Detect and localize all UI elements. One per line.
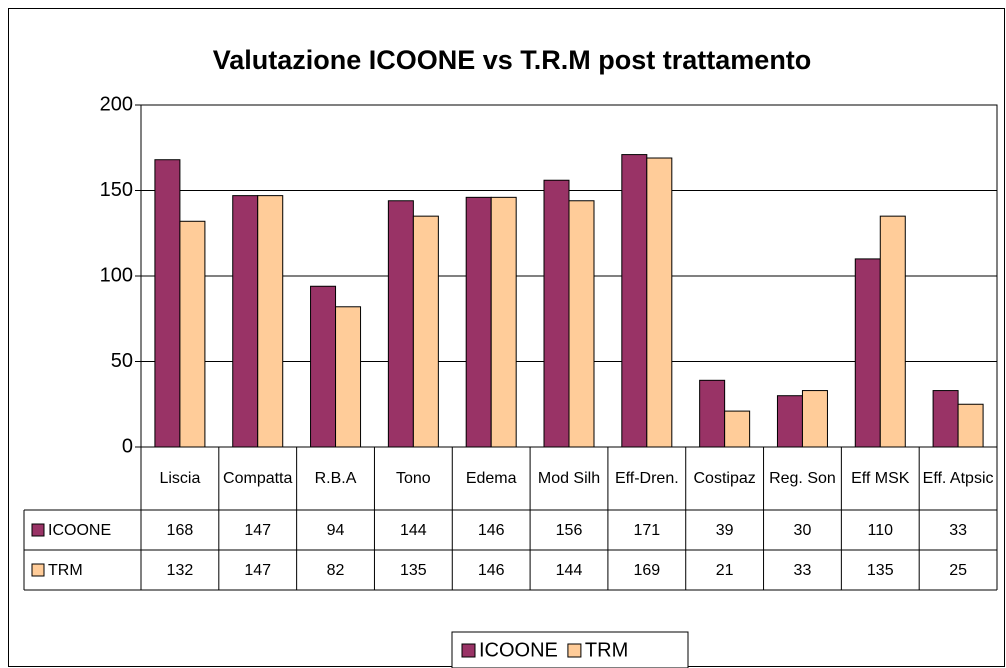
table-value: 147 (244, 522, 271, 539)
bar (854, 258, 881, 448)
table-value: 156 (556, 522, 583, 539)
bar (879, 215, 906, 448)
table-value: 169 (633, 562, 660, 579)
legend-label: ICOONE (479, 639, 558, 661)
table-value: 94 (327, 522, 345, 539)
bar (232, 195, 259, 448)
table-value: 33 (949, 522, 967, 539)
x-tick-label-box: Mod Silh (537, 469, 601, 487)
bar (724, 410, 751, 448)
bar (465, 196, 492, 448)
x-tick-label-box: R.B.A (314, 469, 357, 487)
table-legend-swatch (31, 523, 45, 537)
x-tick-label: Tono (396, 469, 431, 487)
table-legend-swatch (31, 563, 45, 577)
x-tick-label: Eff. Atpsic (922, 469, 994, 487)
chart-title: Valutazione ICOONE vs T.R.M post trattam… (213, 45, 812, 75)
bar (646, 157, 673, 448)
x-tick-label: R.B.A (314, 469, 357, 487)
x-tick-label-box: Liscia (159, 469, 201, 487)
x-tick-label: Reg. Son (769, 469, 836, 487)
legend-swatch (567, 643, 582, 658)
table-value: 30 (794, 522, 812, 539)
bar (801, 390, 828, 448)
y-tick-label: 100 (100, 264, 133, 286)
x-tick-label-box: Compatta (223, 469, 293, 487)
bar (932, 390, 959, 448)
table-value: 33 (794, 562, 812, 579)
y-tick-label: 50 (111, 350, 133, 372)
x-tick-label: Liscia (159, 469, 201, 487)
table-value: 146 (478, 522, 505, 539)
x-tick-label-box: Reg. Son (769, 469, 836, 487)
table-row-label: TRM (48, 562, 83, 579)
table-value: 21 (716, 562, 734, 579)
bar (543, 179, 570, 448)
bar (699, 379, 726, 448)
bar (310, 285, 337, 448)
legend-swatch (461, 643, 476, 658)
table-value: 39 (716, 522, 734, 539)
table-value: 147 (244, 562, 271, 579)
bar (776, 395, 803, 448)
table-value: 82 (327, 562, 345, 579)
bar (257, 195, 284, 448)
x-tick-label: Costipaz (693, 469, 756, 487)
table-value: 135 (867, 562, 894, 579)
table-value: 144 (400, 522, 427, 539)
bar (490, 196, 517, 448)
bar (335, 306, 362, 448)
table-value: 168 (167, 522, 194, 539)
bar (154, 159, 181, 448)
bar (957, 403, 984, 448)
table-value: 144 (556, 562, 583, 579)
x-tick-label-box: Tono (396, 469, 431, 487)
bar (412, 215, 439, 448)
x-tick-label-box: Edema (465, 469, 517, 487)
bar (387, 200, 414, 448)
table-value: 25 (949, 562, 967, 579)
table-value: 171 (633, 522, 660, 539)
table-value: 135 (400, 562, 427, 579)
table-value: 132 (167, 562, 194, 579)
table-row-label: ICOONE (48, 522, 111, 539)
legend-label: TRM (585, 639, 628, 661)
x-tick-label: Eff-Dren. (614, 469, 679, 487)
bar (179, 220, 206, 448)
x-tick-label-box: Costipaz (693, 469, 756, 487)
bar (568, 200, 595, 448)
x-tick-label: Compatta (223, 469, 293, 487)
x-tick-label: Edema (465, 469, 517, 487)
x-tick-label-box: Eff MSK (851, 469, 910, 487)
x-tick-label: Mod Silh (537, 469, 601, 487)
x-tick-label-box: Eff. Atpsic (922, 469, 994, 487)
y-tick-label: 0 (122, 435, 133, 457)
y-tick-label: 150 (100, 179, 133, 201)
y-tick-label: 200 (100, 93, 133, 115)
x-tick-label: Eff MSK (851, 469, 910, 487)
table-value: 110 (868, 522, 894, 539)
x-tick-label-box: Eff-Dren. (614, 469, 679, 487)
bar (621, 154, 648, 448)
table-value: 146 (478, 562, 505, 579)
